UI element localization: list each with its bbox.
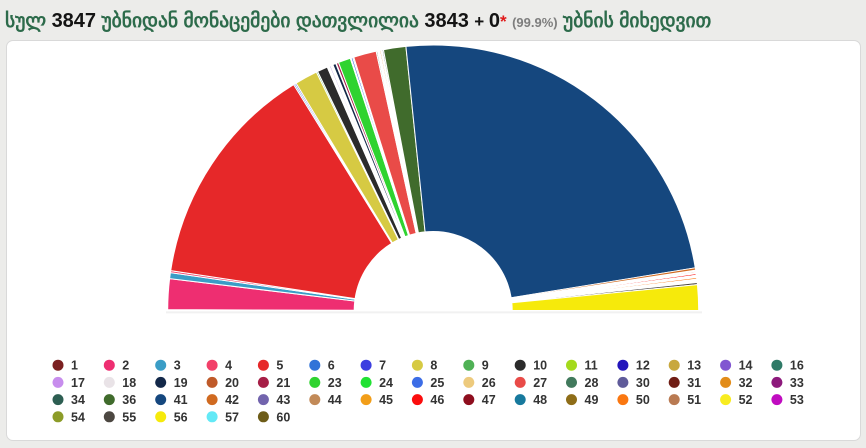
svg-text:3: 3 — [174, 359, 181, 373]
svg-text:8: 8 — [430, 359, 437, 373]
svg-text:26: 26 — [482, 376, 496, 390]
svg-text:28: 28 — [585, 376, 599, 390]
svg-text:30: 30 — [636, 376, 650, 390]
svg-text:21: 21 — [276, 376, 290, 390]
svg-text:32: 32 — [739, 376, 753, 390]
svg-text:11: 11 — [585, 359, 598, 373]
svg-text:7: 7 — [379, 359, 386, 373]
svg-text:17: 17 — [71, 376, 85, 390]
svg-text:25: 25 — [430, 376, 444, 390]
svg-text:14: 14 — [739, 359, 753, 373]
svg-text:31: 31 — [687, 376, 701, 390]
svg-text:36: 36 — [122, 393, 136, 407]
svg-text:20: 20 — [225, 376, 239, 390]
svg-text:27: 27 — [533, 376, 547, 390]
svg-text:49: 49 — [585, 393, 599, 407]
svg-text:5: 5 — [276, 359, 283, 373]
svg-text:13: 13 — [687, 359, 701, 373]
svg-text:1: 1 — [71, 359, 78, 373]
svg-text:6: 6 — [328, 359, 335, 373]
svg-text:24: 24 — [379, 376, 393, 390]
svg-text:45: 45 — [379, 393, 393, 407]
svg-text:60: 60 — [276, 410, 290, 424]
svg-text:41: 41 — [174, 393, 188, 407]
svg-text:43: 43 — [276, 393, 290, 407]
svg-text:4: 4 — [225, 359, 232, 373]
svg-text:16: 16 — [790, 359, 804, 373]
svg-text:2: 2 — [122, 359, 129, 373]
svg-text:19: 19 — [174, 376, 188, 390]
svg-text:57: 57 — [225, 410, 239, 424]
svg-text:34: 34 — [71, 393, 85, 407]
svg-text:46: 46 — [430, 393, 444, 407]
svg-text:52: 52 — [739, 393, 753, 407]
svg-text:9: 9 — [482, 359, 489, 373]
svg-text:56: 56 — [174, 410, 188, 424]
svg-text:10: 10 — [533, 359, 547, 373]
svg-text:12: 12 — [636, 359, 650, 373]
svg-text:51: 51 — [687, 393, 701, 407]
svg-text:54: 54 — [71, 410, 85, 424]
svg-text:47: 47 — [482, 393, 496, 407]
svg-text:33: 33 — [790, 376, 804, 390]
svg-text:50: 50 — [636, 393, 650, 407]
svg-text:18: 18 — [122, 376, 136, 390]
svg-text:48: 48 — [533, 393, 547, 407]
svg-text:53: 53 — [790, 393, 804, 407]
svg-text:23: 23 — [328, 376, 342, 390]
svg-text:55: 55 — [122, 410, 136, 424]
svg-text:44: 44 — [328, 393, 342, 407]
svg-text:42: 42 — [225, 393, 239, 407]
